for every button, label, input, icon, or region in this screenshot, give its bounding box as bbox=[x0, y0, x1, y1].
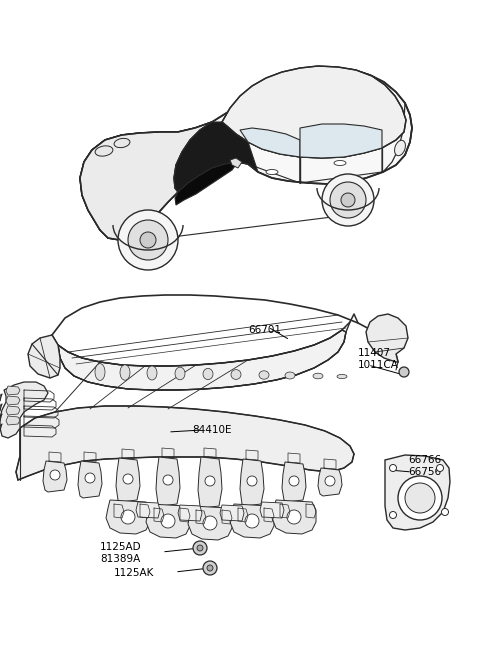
Polygon shape bbox=[146, 504, 190, 538]
Ellipse shape bbox=[95, 146, 113, 156]
Polygon shape bbox=[260, 502, 284, 518]
Polygon shape bbox=[222, 66, 406, 158]
Circle shape bbox=[287, 510, 301, 524]
Circle shape bbox=[118, 210, 178, 270]
Polygon shape bbox=[175, 162, 238, 205]
Text: 1011CA: 1011CA bbox=[358, 360, 399, 370]
Circle shape bbox=[399, 367, 409, 377]
Ellipse shape bbox=[285, 372, 295, 379]
Polygon shape bbox=[230, 504, 274, 538]
Ellipse shape bbox=[259, 371, 269, 379]
Polygon shape bbox=[282, 462, 306, 502]
Polygon shape bbox=[78, 461, 102, 498]
Circle shape bbox=[193, 541, 207, 555]
Text: 81389A: 81389A bbox=[100, 554, 140, 564]
Polygon shape bbox=[6, 386, 20, 395]
Polygon shape bbox=[178, 505, 202, 521]
Ellipse shape bbox=[337, 375, 347, 379]
Circle shape bbox=[247, 476, 257, 486]
Ellipse shape bbox=[114, 138, 130, 148]
Circle shape bbox=[50, 470, 60, 480]
Polygon shape bbox=[6, 416, 20, 425]
Polygon shape bbox=[80, 68, 412, 240]
Circle shape bbox=[163, 475, 173, 485]
Circle shape bbox=[123, 474, 133, 484]
Circle shape bbox=[203, 561, 217, 575]
Text: 66701: 66701 bbox=[248, 325, 281, 335]
Polygon shape bbox=[28, 335, 60, 378]
Circle shape bbox=[289, 476, 299, 486]
Ellipse shape bbox=[95, 363, 105, 380]
Polygon shape bbox=[366, 314, 408, 362]
Circle shape bbox=[197, 545, 203, 551]
Circle shape bbox=[140, 232, 156, 248]
Circle shape bbox=[85, 473, 95, 483]
Circle shape bbox=[121, 510, 135, 524]
Text: 1125AK: 1125AK bbox=[114, 568, 155, 578]
Ellipse shape bbox=[203, 369, 213, 380]
Ellipse shape bbox=[334, 161, 346, 165]
Polygon shape bbox=[240, 459, 264, 506]
Circle shape bbox=[207, 565, 213, 571]
Polygon shape bbox=[385, 455, 450, 530]
Ellipse shape bbox=[120, 365, 130, 380]
Polygon shape bbox=[6, 406, 20, 415]
Circle shape bbox=[330, 182, 366, 218]
Circle shape bbox=[398, 476, 442, 520]
Polygon shape bbox=[106, 500, 150, 534]
Polygon shape bbox=[43, 461, 67, 492]
Polygon shape bbox=[156, 457, 180, 506]
Ellipse shape bbox=[266, 169, 278, 174]
Polygon shape bbox=[0, 382, 48, 438]
Circle shape bbox=[322, 174, 374, 226]
Circle shape bbox=[442, 508, 448, 516]
Circle shape bbox=[325, 476, 335, 486]
Ellipse shape bbox=[175, 367, 185, 380]
Polygon shape bbox=[188, 506, 232, 540]
Circle shape bbox=[205, 476, 215, 486]
Ellipse shape bbox=[147, 366, 157, 380]
Text: 66756: 66756 bbox=[408, 467, 441, 477]
Text: 84410E: 84410E bbox=[192, 425, 231, 435]
Polygon shape bbox=[136, 502, 160, 518]
Circle shape bbox=[436, 464, 444, 472]
Polygon shape bbox=[58, 330, 346, 390]
Polygon shape bbox=[300, 124, 382, 158]
Circle shape bbox=[389, 464, 396, 472]
Polygon shape bbox=[16, 406, 354, 480]
Text: 66766: 66766 bbox=[408, 455, 441, 465]
Text: 1125AD: 1125AD bbox=[100, 542, 142, 552]
Ellipse shape bbox=[395, 140, 406, 155]
Circle shape bbox=[161, 514, 175, 528]
Polygon shape bbox=[230, 158, 242, 168]
Polygon shape bbox=[6, 396, 20, 405]
Ellipse shape bbox=[313, 373, 323, 379]
Circle shape bbox=[341, 193, 355, 207]
Polygon shape bbox=[198, 457, 222, 508]
Circle shape bbox=[405, 483, 435, 513]
Polygon shape bbox=[174, 122, 258, 192]
Circle shape bbox=[389, 512, 396, 518]
Polygon shape bbox=[80, 122, 212, 240]
Circle shape bbox=[245, 514, 259, 528]
Polygon shape bbox=[220, 505, 244, 521]
Polygon shape bbox=[240, 128, 300, 157]
Circle shape bbox=[203, 516, 217, 530]
Ellipse shape bbox=[231, 369, 241, 379]
Polygon shape bbox=[116, 458, 140, 502]
Circle shape bbox=[128, 220, 168, 260]
Polygon shape bbox=[272, 500, 316, 534]
Text: 11407: 11407 bbox=[358, 348, 391, 358]
Polygon shape bbox=[318, 468, 342, 496]
